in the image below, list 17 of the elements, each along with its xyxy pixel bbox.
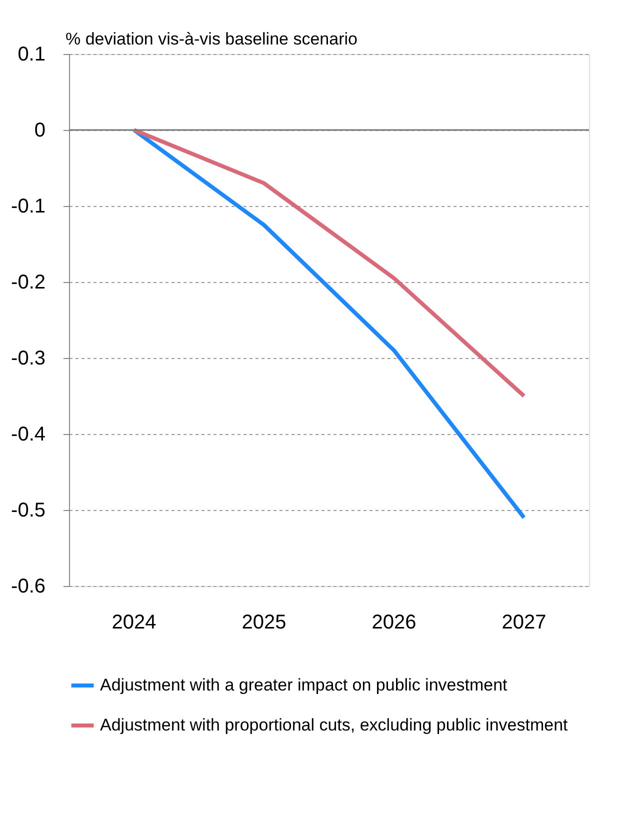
x-tick-label: 2027 <box>502 612 546 634</box>
x-tick-label: 2025 <box>242 612 286 634</box>
y-tick-label: -0.2 <box>11 272 46 294</box>
y-tick-label: -0.6 <box>11 576 46 598</box>
y-tick-label: -0.3 <box>11 348 46 370</box>
y-axis-title: % deviation vis-à-vis baseline scenario <box>66 30 358 48</box>
y-tick-label: -0.1 <box>11 196 46 218</box>
x-tick-label: 2026 <box>372 612 416 634</box>
legend-label: Adjustment with proportional cuts, excluding public investment <box>100 716 568 734</box>
line-series <box>132 128 526 520</box>
y-tick-label: 0 <box>34 120 46 142</box>
y-tick-label: -0.4 <box>11 424 46 446</box>
y-tick-label: 0.1 <box>18 44 46 66</box>
x-tick-label: 2024 <box>112 612 156 634</box>
line-series <box>132 128 526 398</box>
legend-label: Adjustment with a greater impact on public investment <box>100 676 508 694</box>
y-tick-label: -0.5 <box>11 500 46 522</box>
